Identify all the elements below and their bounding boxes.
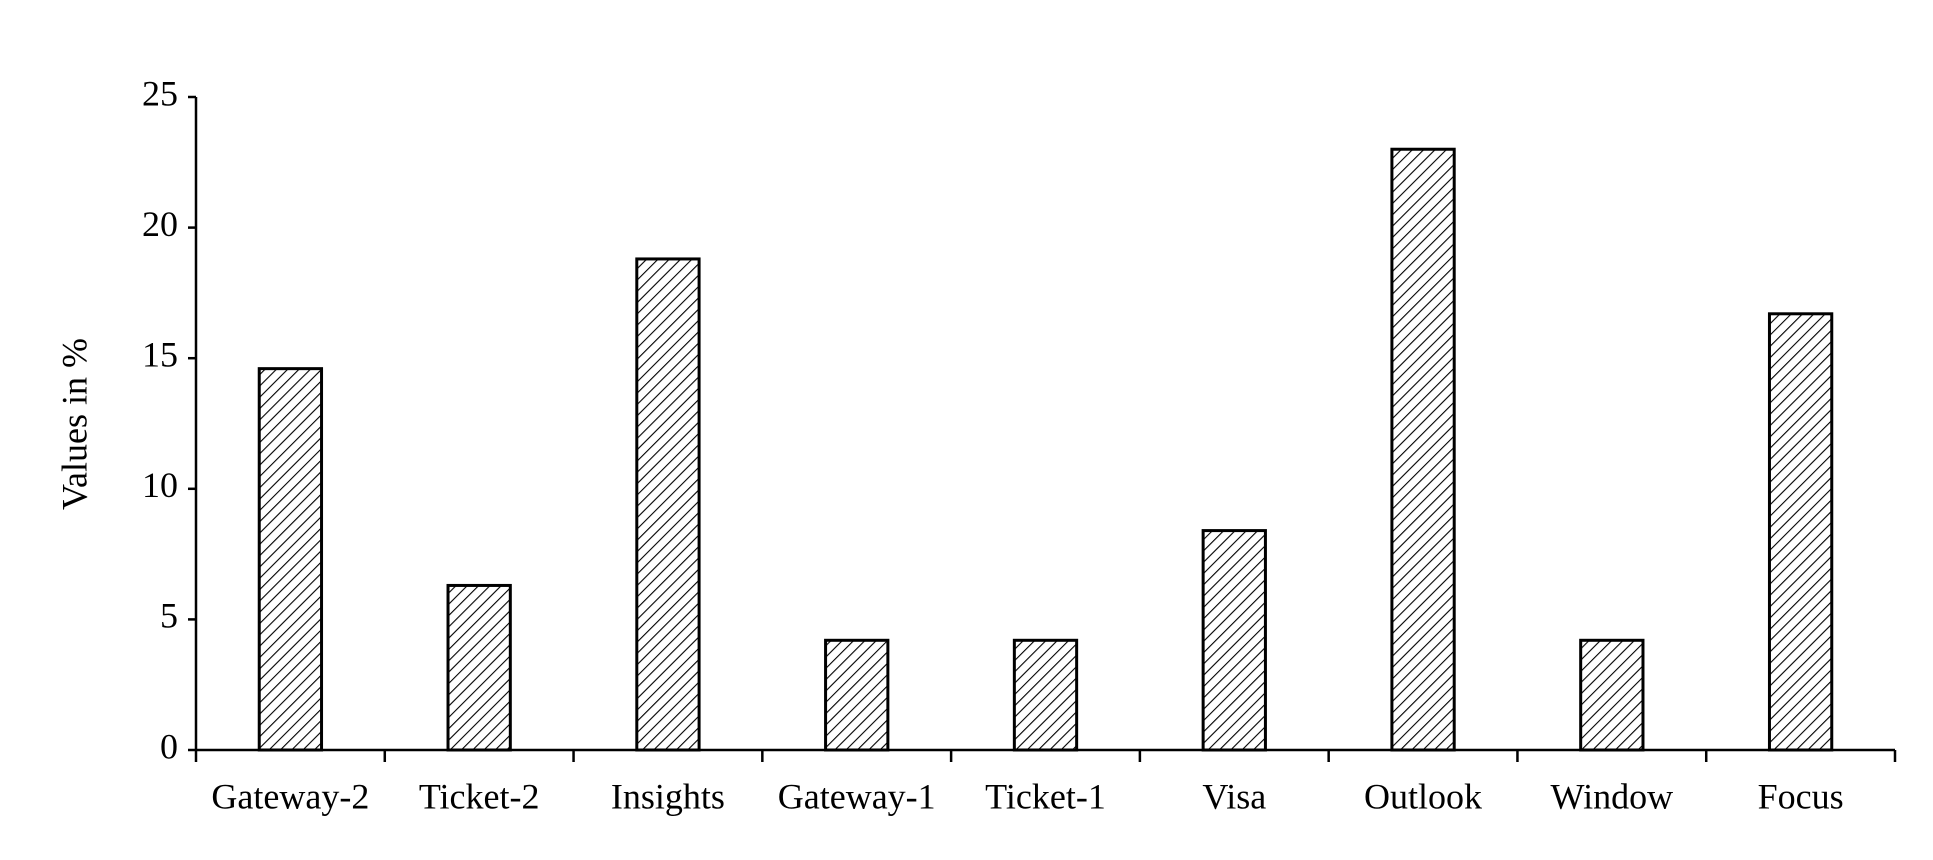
bar bbox=[824, 638, 890, 752]
bar bbox=[1201, 529, 1267, 752]
x-tick-label: Gateway-1 bbox=[778, 776, 936, 816]
x-tick-label: Window bbox=[1551, 776, 1674, 816]
y-tick-label: 25 bbox=[142, 73, 178, 113]
y-tick-label: 0 bbox=[160, 726, 178, 766]
y-tick-label: 10 bbox=[142, 465, 178, 505]
y-tick-label: 5 bbox=[160, 596, 178, 636]
bar bbox=[1767, 312, 1834, 752]
bar bbox=[446, 583, 512, 752]
bar bbox=[1012, 638, 1079, 752]
x-tick-label: Insights bbox=[611, 776, 725, 816]
bar bbox=[257, 367, 324, 752]
y-tick-label: 15 bbox=[142, 334, 178, 374]
bar bbox=[1579, 638, 1645, 752]
y-axis-label: Values in % bbox=[54, 338, 94, 510]
x-tick-label: Gateway-2 bbox=[211, 776, 369, 816]
x-tick-label: Ticket-2 bbox=[419, 776, 540, 816]
x-tick-label: Visa bbox=[1202, 776, 1266, 816]
bar bbox=[1390, 147, 1456, 752]
bar bbox=[635, 257, 701, 752]
x-tick-label: Ticket-1 bbox=[985, 776, 1106, 816]
x-tick-label: Outlook bbox=[1364, 776, 1482, 816]
x-tick-label: Focus bbox=[1758, 776, 1844, 816]
y-tick-label: 20 bbox=[142, 204, 178, 244]
